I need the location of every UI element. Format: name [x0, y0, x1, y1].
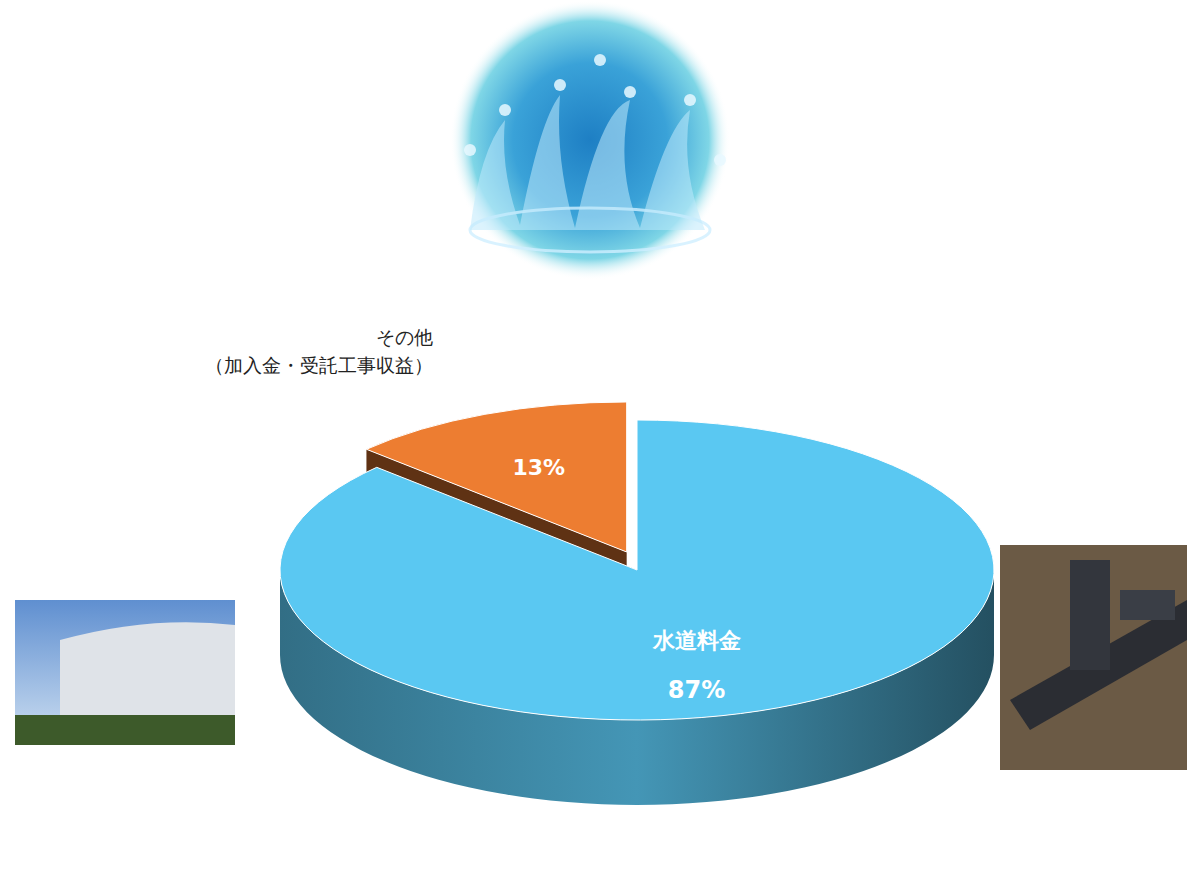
pie: [280, 402, 994, 805]
label-line: 87%: [668, 676, 725, 704]
label-line: 13%: [512, 455, 565, 480]
pipe-joint: [1070, 560, 1110, 670]
tank-photo: [15, 600, 235, 745]
label-line: （加入金・受託工事収益）: [205, 354, 433, 376]
label-line: 水道料金: [652, 628, 741, 653]
droplet: [714, 154, 726, 166]
data-label: 13%: [512, 455, 565, 480]
category-label: その他 （加入金・受託工事収益）: [205, 326, 433, 376]
pipe-joint: [1120, 590, 1175, 620]
splash-crown: [470, 95, 705, 230]
data-label: 87%: [668, 676, 725, 704]
slice-group: [280, 420, 994, 805]
droplet: [554, 79, 566, 91]
pie-slice: [280, 420, 994, 720]
decoration: [15, 0, 1187, 770]
droplet: [594, 54, 606, 66]
droplet: [684, 94, 696, 106]
tank: [60, 622, 235, 725]
ground: [15, 715, 235, 745]
droplet: [624, 86, 636, 98]
droplet: [464, 144, 476, 156]
water-photo: [450, 0, 730, 280]
pipe-photo: [1000, 545, 1187, 770]
labels: 水道料金 87% 13% その他 （加入金・受託工事収益）: [205, 326, 740, 703]
category-label: 水道料金: [652, 628, 741, 653]
label-line: その他: [376, 326, 433, 348]
droplet: [499, 104, 511, 116]
chart-canvas: 水道料金 87% 13% その他 （加入金・受託工事収益）: [0, 0, 1187, 869]
